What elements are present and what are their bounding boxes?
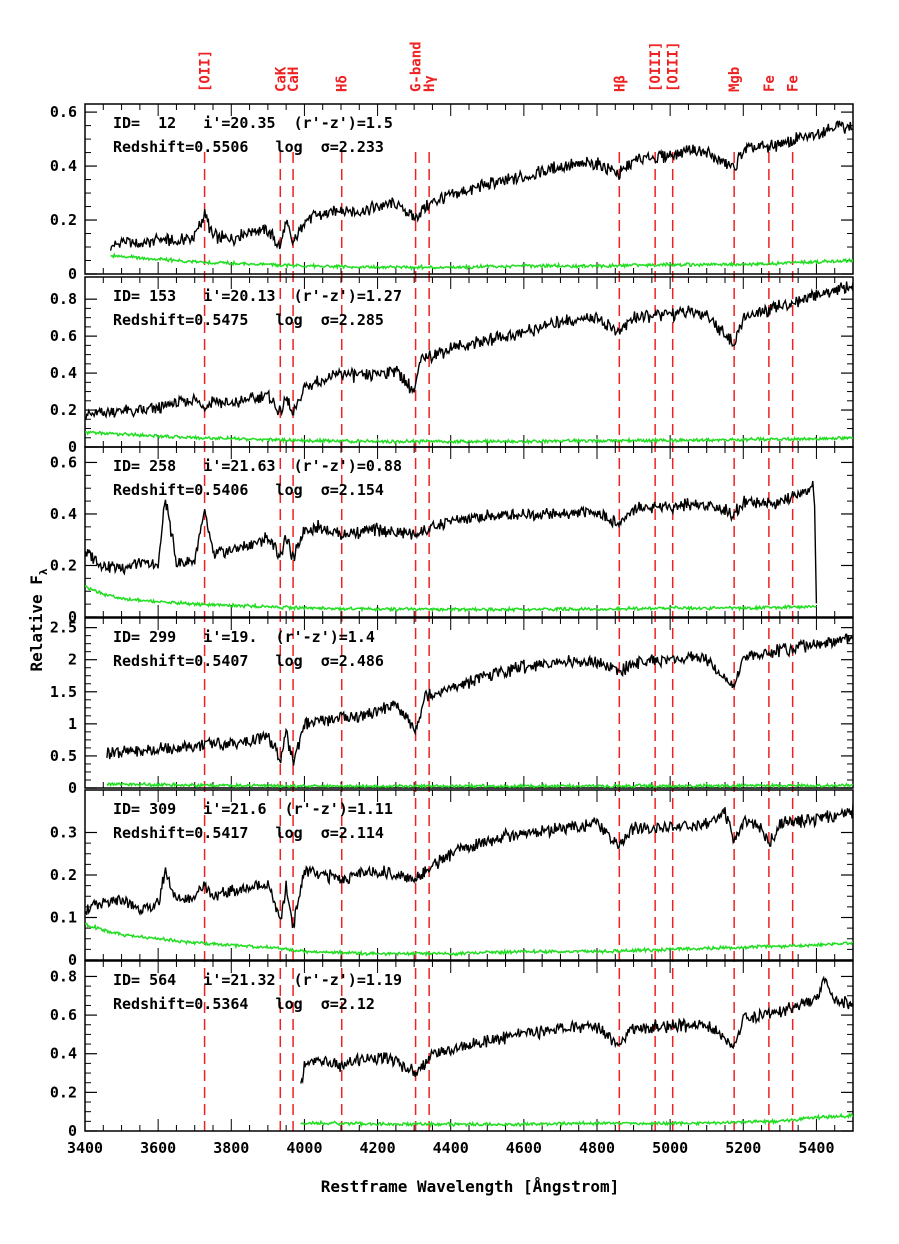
error-spectrum-line xyxy=(106,781,853,788)
error-spectrum-line xyxy=(85,584,817,614)
y-tick-label: 2.5 xyxy=(50,619,77,637)
y-axis-title-group: Relative Fλ xyxy=(27,568,50,671)
galaxy-spectrum-line xyxy=(85,281,853,421)
spectral-line-label: CaH xyxy=(286,67,302,92)
y-tick-label: 0 xyxy=(68,779,77,797)
y-tick-label: 0.6 xyxy=(50,453,77,471)
spectrum-panel: 0 0.2 0.4 0.6 0.8 ID= 153 i'=20.13 (r'-z')=1.… xyxy=(50,276,854,456)
galaxy-spectrum-line xyxy=(85,804,853,929)
y-tick-label: 0.3 xyxy=(50,824,77,842)
x-tick-label: 3400 xyxy=(67,1139,103,1157)
galaxy-spectrum-line xyxy=(85,480,818,604)
panel-redshift-text: Redshift=0.5506 log σ=2.233 xyxy=(113,138,384,156)
spectra-panels: 0 0.2 0.4 0.6 ID= 12 i'=20.35 (r'-z')=1.5 Red… xyxy=(50,103,854,1140)
x-axis-title: Restframe Wavelength [Ångstrom] xyxy=(321,1177,620,1196)
panel-redshift-text: Redshift=0.5417 log σ=2.114 xyxy=(113,824,384,842)
y-tick-label: 0.1 xyxy=(50,909,77,927)
galaxy-spectrum-line xyxy=(106,633,853,766)
spectrum-panel: 0 0.2 0.4 0.6 ID= 258 i'=21.63 (r'-z')=0.88 R… xyxy=(50,446,854,626)
y-tick-label: 2 xyxy=(68,651,77,669)
panel-id-text: ID= 309 i'=21.6 (r'-z')=1.11 xyxy=(113,800,393,818)
panel-id-text: ID= 299 i'=19. (r'-z')=1.4 xyxy=(113,628,375,646)
error-spectrum-line xyxy=(85,922,853,958)
y-tick-label: 0.4 xyxy=(50,157,77,175)
error-spectrum-line xyxy=(110,252,853,272)
panel-redshift-text: Redshift=0.5475 log σ=2.285 xyxy=(113,311,384,329)
error-spectrum-line xyxy=(85,430,853,446)
y-tick-label: 0 xyxy=(68,951,77,969)
panel-id-text: ID= 258 i'=21.63 (r'-z')=0.88 xyxy=(113,457,402,475)
y-tick-label: 0.2 xyxy=(50,866,77,884)
galaxy-spectrum-line xyxy=(109,120,853,251)
x-tick-label: 5000 xyxy=(652,1139,688,1157)
y-tick-label: 0.4 xyxy=(50,505,77,523)
y-tick-label: 0 xyxy=(68,265,77,283)
x-tick-label: 4800 xyxy=(579,1139,615,1157)
x-tick-label: 5400 xyxy=(798,1139,834,1157)
spectrum-panel: 0 0.5 1 1.5 2 2.5 ID= 299 i'=19. (r'-z')=1.4 Re… xyxy=(50,617,854,797)
spectral-line-label: [OIII] xyxy=(666,41,682,92)
y-axis-title-subscript: λ xyxy=(37,568,50,575)
y-tick-label: 0.6 xyxy=(50,103,77,121)
y-axis-title: Relative Fλ xyxy=(27,568,50,671)
spectral-line-label: Mgb xyxy=(727,67,743,92)
panel-redshift-text: Redshift=0.5364 log σ=2.12 xyxy=(113,995,375,1013)
galaxy-spectrum-line xyxy=(300,975,853,1085)
x-tick-label: 4600 xyxy=(506,1139,542,1157)
spectral-line-label: Fe xyxy=(762,75,778,92)
panel-id-text: ID= 12 i'=20.35 (r'-z')=1.5 xyxy=(113,114,393,132)
panel-id-text: ID= 564 i'=21.32 (r'-z')=1.19 xyxy=(113,971,402,989)
y-tick-label: 0.2 xyxy=(50,1083,77,1101)
spectral-line-label: [OIII] xyxy=(648,41,664,92)
spectral-line-label: Hδ xyxy=(335,75,351,92)
x-axis: 3400 3600 3800 4000 4200 4400 4600 4800 5000 5200… xyxy=(67,1139,835,1157)
spectrum-panel: 0 0.1 0.2 0.3 ID= 309 i'=21.6 (r'-z')=1.11 Re… xyxy=(50,789,854,969)
error-spectrum-line xyxy=(300,1112,853,1129)
y-tick-label: 0.4 xyxy=(50,1045,77,1063)
panel-id-text: ID= 153 i'=20.13 (r'-z')=1.27 xyxy=(113,287,402,305)
x-tick-label: 4000 xyxy=(286,1139,322,1157)
x-tick-label: 3600 xyxy=(140,1139,176,1157)
y-tick-label: 1.5 xyxy=(50,683,77,701)
y-tick-label: 0.8 xyxy=(50,967,77,985)
y-tick-label: 0.6 xyxy=(50,327,77,345)
x-tick-label: 5200 xyxy=(725,1139,761,1157)
y-axis-title-main: Relative F xyxy=(27,575,46,671)
x-tick-label: 3800 xyxy=(213,1139,249,1157)
y-tick-label: 0 xyxy=(68,438,77,456)
spectral-line-label: Hβ xyxy=(612,75,628,92)
y-tick-label: 1 xyxy=(68,715,77,733)
spectral-line-label: Fe xyxy=(786,75,802,92)
spectral-line-label: G-band xyxy=(409,41,425,92)
panel-redshift-text: Redshift=0.5407 log σ=2.486 xyxy=(113,652,384,670)
spectral-line-label: Hγ xyxy=(422,75,438,92)
y-tick-label: 0.5 xyxy=(50,747,77,765)
spectrum-panel: 0 0.2 0.4 0.6 ID= 12 i'=20.35 (r'-z')=1.5 Red… xyxy=(50,103,854,283)
y-tick-label: 0.4 xyxy=(50,364,77,382)
spectral-line-label: CaK xyxy=(273,66,289,92)
y-tick-label: 0.6 xyxy=(50,1006,77,1024)
y-tick-label: 0.2 xyxy=(50,556,77,574)
x-tick-label: 4200 xyxy=(360,1139,396,1157)
spectral-line-label: [OII] xyxy=(198,50,214,92)
y-tick-label: 0 xyxy=(68,1122,77,1140)
panel-redshift-text: Redshift=0.5406 log σ=2.154 xyxy=(113,481,384,499)
y-tick-label: 0 xyxy=(68,608,77,626)
y-tick-label: 0.2 xyxy=(50,211,77,229)
y-tick-label: 0.8 xyxy=(50,290,77,308)
y-tick-label: 0.2 xyxy=(50,401,77,419)
spectrum-panel: 0 0.2 0.4 0.6 0.8 ID= 564 i'=21.32 (r'-z')=1.… xyxy=(50,960,854,1140)
x-tick-label: 4400 xyxy=(433,1139,469,1157)
